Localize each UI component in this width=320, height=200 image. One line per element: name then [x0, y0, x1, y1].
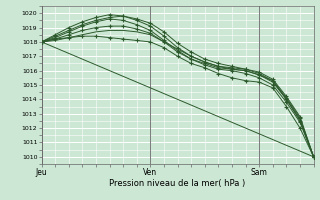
X-axis label: Pression niveau de la mer( hPa ): Pression niveau de la mer( hPa ) [109, 179, 246, 188]
